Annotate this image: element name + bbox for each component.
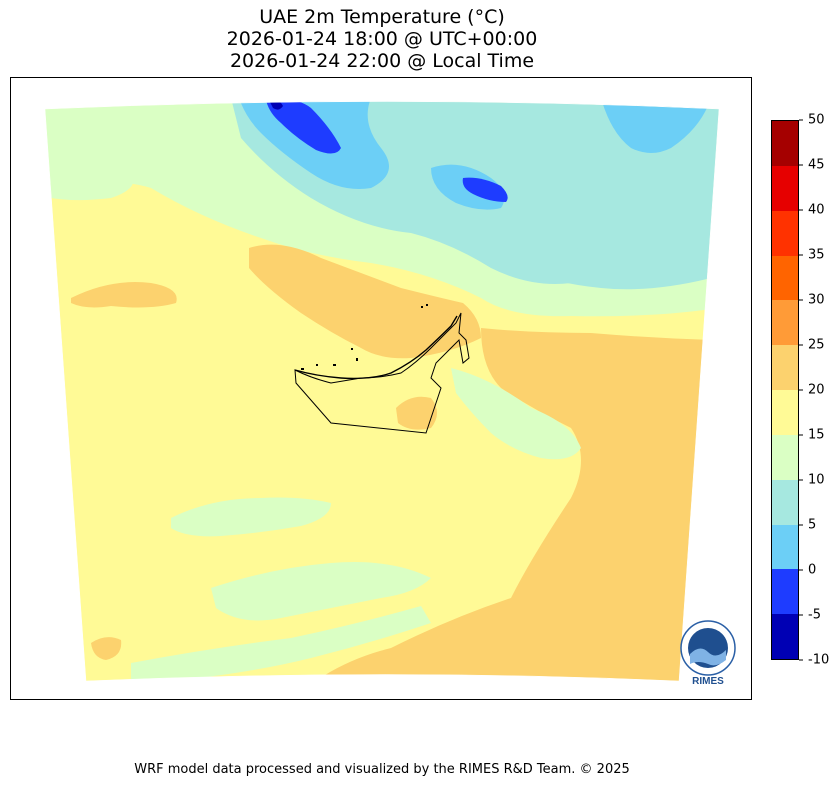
uae-islands (301, 304, 428, 370)
colorbar-tick-label: 25 (808, 337, 825, 353)
band-10-15-southern-arc (131, 606, 431, 681)
colorbar-tick: 25 (799, 339, 825, 352)
colorbar-tick: -10 (799, 654, 829, 667)
colorbar-segment (772, 390, 798, 435)
colorbar-tick: 20 (799, 384, 825, 397)
domain-edge (44, 101, 720, 682)
colorbar-tick: 30 (799, 294, 825, 307)
colorbar-tick-mark (799, 119, 803, 121)
title-utc-time: 2026-01-24 18:00 @ UTC+00:00 (226, 28, 538, 50)
colorbar-tick-label: 45 (808, 157, 825, 173)
band-10-15-south (211, 562, 431, 621)
colorbar-segment (772, 614, 798, 659)
band-20-25-gulf (249, 244, 481, 359)
band-20-25-west (71, 282, 177, 308)
band-10-15-central (451, 368, 581, 460)
colorbar-segment (772, 300, 798, 346)
band-0-5-northeast (601, 101, 711, 153)
band-5-10-east (521, 238, 711, 290)
colorbar-tick: 35 (799, 249, 825, 262)
band-10-15-west (45, 164, 134, 201)
title-local-time: 2026-01-24 22:00 @ Local Time (229, 50, 535, 72)
colorbar-tick-mark (799, 614, 803, 616)
uae-border (294, 312, 470, 434)
colorbar-tick-mark (799, 389, 803, 391)
colorbar-tick-mark (799, 254, 803, 256)
colorbar-segment (772, 121, 798, 166)
temperature-field-map (44, 101, 720, 682)
colorbar-tick-label: 40 (808, 202, 825, 218)
map-frame (10, 77, 752, 700)
map-title: UAE 2m Temperature (°C) 2026-01-24 18:00… (10, 6, 754, 72)
colorbar-tick-label: -10 (808, 652, 830, 668)
band-20-25-southwest (91, 637, 122, 660)
colorbar-segment (772, 345, 798, 391)
colorbar-segment (772, 524, 798, 570)
colorbar-tick-label: 0 (808, 562, 817, 578)
colorbar-segment (772, 165, 798, 211)
band-20-25-inland (396, 396, 437, 430)
colorbar-tick-mark (799, 569, 803, 571)
colorbar-tick-mark (799, 344, 803, 346)
colorbar-tick-label: 15 (808, 427, 825, 443)
band-20-25-southeast (291, 328, 711, 681)
credit-line: WRF model data processed and visualized … (134, 762, 630, 777)
band-neg5-0-center (462, 177, 508, 202)
colorbar-tick-label: 5 (808, 517, 817, 533)
title-variable: UAE 2m Temperature (°C) (259, 6, 505, 28)
colorbar-tick-label: 20 (808, 382, 825, 398)
colorbar-tick: 15 (799, 429, 825, 442)
colorbar-tick-label: 10 (808, 472, 825, 488)
colorbar-tick-mark (799, 209, 803, 211)
colorbar-tick-mark (799, 434, 803, 436)
colorbar-tick-label: -5 (808, 607, 821, 623)
colorbar-tick-mark (799, 524, 803, 526)
colorbar (771, 120, 799, 660)
colorbar-segment (772, 210, 798, 256)
colorbar-tick: 0 (799, 564, 816, 577)
colorbar-tick: 50 (799, 114, 825, 127)
colorbar-tick: 40 (799, 204, 825, 217)
colorbar-tick-mark (799, 164, 803, 166)
colorbar-tick-label: 50 (808, 112, 825, 128)
rimes-logo: RIMES (680, 620, 736, 687)
rimes-logo-text: RIMES (692, 676, 724, 687)
colorbar-ticks: 50 45 40 35 30 25 20 15 10 5 0 -5 -10 (799, 114, 839, 667)
colorbar-tick-label: 35 (808, 247, 825, 263)
colorbar-tick: 5 (799, 519, 816, 532)
colorbar-tick: 45 (799, 159, 825, 172)
band-10-15-southwest (171, 497, 331, 537)
colorbar-tick-mark (799, 479, 803, 481)
uae-coastline (294, 315, 458, 380)
colorbar-segment (772, 479, 798, 525)
colorbar-tick-mark (799, 299, 803, 301)
colorbar-tick: -5 (799, 609, 821, 622)
colorbar-segment (772, 434, 798, 480)
colorbar-segment (772, 255, 798, 301)
band-neg5-0-northwest (266, 101, 341, 154)
colorbar-tick-label: 30 (808, 292, 825, 308)
colorbar-tick: 10 (799, 474, 825, 487)
colorbar-tick-mark (799, 659, 803, 661)
colorbar-segment (772, 569, 798, 615)
